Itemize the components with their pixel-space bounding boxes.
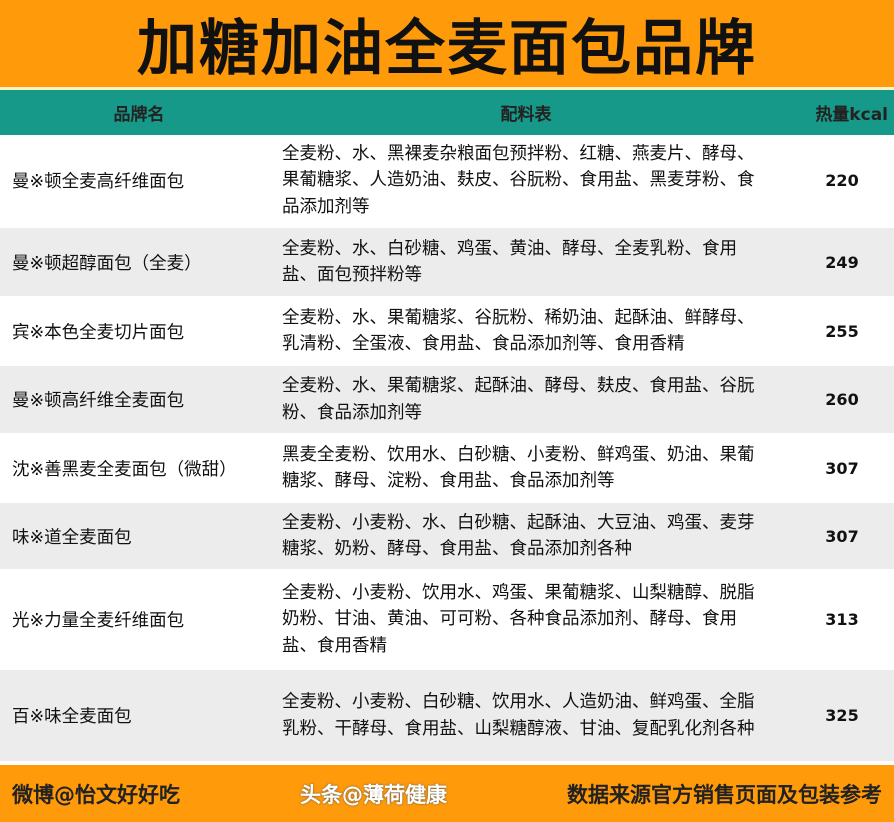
ingredients-cell: 全麦粉、水、白砂糖、鸡蛋、黄油、酵母、全麦乳粉、食用盐、面包预拌粉等: [282, 238, 737, 286]
ingredients-cell: 全麦粉、小麦粉、白砂糖、饮用水、人造奶油、鲜鸡蛋、全脂乳粉、干酵母、食用盐、山梨…: [282, 692, 755, 739]
brand-cell: 百※味全麦面包: [12, 707, 132, 727]
column-header-ingredients: 配料表: [500, 105, 552, 125]
watermark: 头条@薄荷健康: [300, 782, 447, 807]
kcal-cell: 260: [825, 390, 859, 409]
ingredients-cell: 全麦粉、水、黑裸麦杂粮面包预拌粉、红糖、燕麦片、酵母、果葡糖浆、人造奶油、麸皮、…: [282, 143, 755, 217]
brand-cell: 曼※顿全麦高纤维面包: [12, 172, 185, 192]
table-row: 宾※本色全麦切片面包 全麦粉、水、果葡糖浆、谷朊粉、稀奶油、起酥油、鲜酵母、乳清粉…: [0, 298, 894, 366]
brand-cell: 光※力量全麦纤维面包: [12, 611, 185, 631]
column-header-kcal: 热量kcal: [815, 105, 888, 125]
table-row: 味※道全麦面包 全麦粉、小麦粉、水、白砂糖、起酥油、大豆油、鸡蛋、麦芽糖浆、奶粉、…: [0, 503, 894, 571]
title-banner: 加糖加油全麦面包品牌: [0, 0, 894, 90]
kcal-cell: 307: [825, 526, 859, 546]
brand-cell: 曼※顿高纤维全麦面包: [12, 391, 185, 411]
brand-cell: 宾※本色全麦切片面包: [12, 322, 185, 343]
table-row: 沈※善黑麦全麦面包（微甜） 黑麦全麦粉、饮用水、白砂糖、小麦粉、鲜鸡蛋、奶油、果葡…: [0, 435, 894, 503]
kcal-cell: 249: [825, 252, 859, 272]
ingredients-cell: 全麦粉、小麦粉、饮用水、鸡蛋、果葡糖浆、山梨糖醇、脱脂奶粉、甘油、黄油、可可粉、…: [282, 582, 755, 656]
table-header: 品牌名 配料表 热量kcal: [0, 90, 894, 135]
kcal-cell: 220: [825, 171, 859, 190]
table-row: 光※力量全麦纤维面包 全麦粉、小麦粉、饮用水、鸡蛋、果葡糖浆、山梨糖醇、脱脂奶粉、…: [0, 571, 894, 670]
brand-cell: 沈※善黑麦全麦面包（微甜）: [12, 459, 237, 480]
ingredients-cell: 全麦粉、小麦粉、水、白砂糖、起酥油、大豆油、鸡蛋、麦芽糖浆、奶粉、酵母、食用盐、…: [282, 512, 755, 560]
brand-cell: 味※道全麦面包: [12, 527, 132, 548]
column-header-brand: 品牌名: [113, 105, 165, 125]
kcal-cell: 307: [825, 458, 859, 478]
kcal-cell: 313: [825, 610, 859, 629]
table-body: 曼※顿全麦高纤维面包 全麦粉、水、黑裸麦杂粮面包预拌粉、红糖、燕麦片、酵母、果葡糖…: [0, 135, 894, 763]
table-row: 曼※顿全麦高纤维面包 全麦粉、水、黑裸麦杂粮面包预拌粉、红糖、燕麦片、酵母、果葡糖…: [0, 135, 894, 228]
page-title: 加糖加油全麦面包品牌: [137, 14, 757, 84]
table-row: 曼※顿超醇面包（全麦） 全麦粉、水、白砂糖、鸡蛋、黄油、酵母、全麦乳粉、食用盐、面…: [0, 228, 894, 298]
ingredients-cell: 全麦粉、水、果葡糖浆、谷朊粉、稀奶油、起酥油、鲜酵母、乳清粉、全蛋液、食用盐、食…: [282, 307, 755, 355]
table-row: 百※味全麦面包 全麦粉、小麦粉、白砂糖、饮用水、人造奶油、鲜鸡蛋、全脂乳粉、干酵母…: [0, 670, 894, 763]
kcal-cell: 325: [825, 706, 859, 725]
brand-cell: 曼※顿超醇面包（全麦）: [12, 253, 202, 274]
kcal-cell: 255: [825, 321, 859, 341]
ingredients-cell: 黑麦全麦粉、饮用水、白砂糖、小麦粉、鲜鸡蛋、奶油、果葡糖浆、酵母、淀粉、食用盐、…: [282, 444, 755, 492]
footer-credit: 微博@怡文好好吃: [12, 782, 180, 807]
ingredients-cell: 全麦粉、水、果葡糖浆、起酥油、酵母、麸皮、食用盐、谷朊粉、食品添加剂等: [282, 376, 755, 423]
table-row: 曼※顿高纤维全麦面包 全麦粉、水、果葡糖浆、起酥油、酵母、麸皮、食用盐、谷朊粉、食…: [0, 366, 894, 435]
footer: 微博@怡文好好吃 头条@薄荷健康 数据来源官方销售页面及包装参考: [0, 765, 894, 822]
footer-source: 数据来源官方销售页面及包装参考: [567, 782, 882, 807]
